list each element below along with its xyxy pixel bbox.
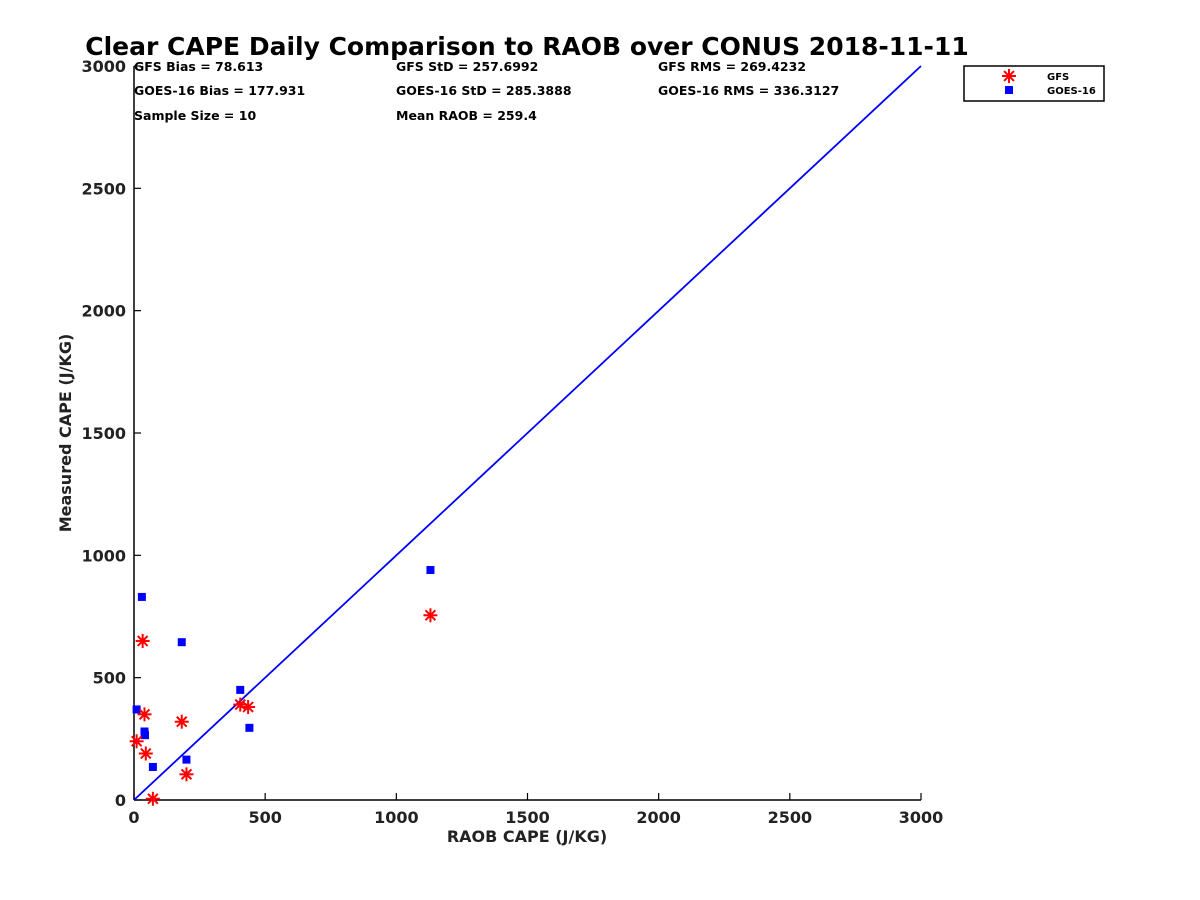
stat-text: GOES-16 StD = 285.3888: [396, 83, 572, 98]
one-to-one-reference-line: [133, 65, 922, 801]
gfs-data-point: [137, 707, 152, 722]
stat-text: GFS StD = 257.6992: [396, 59, 538, 74]
x-tick-label: 0: [128, 808, 139, 827]
y-axis-label: Measured CAPE (J/KG): [56, 334, 75, 533]
tick-labels: 0 500 1000 1500 2000 2500 3000 0 500 1000 1500 2000…: [81, 57, 943, 827]
x-tick-label: 500: [248, 808, 281, 827]
stat-text: GOES-16 Bias = 177.931: [134, 83, 305, 98]
goes16-data-point: [132, 705, 141, 714]
stat-text: GOES-16 RMS = 336.3127: [658, 83, 839, 98]
y-tick-label: 3000: [81, 57, 126, 76]
x-tick-label: 1000: [374, 808, 419, 827]
stat-text: GFS RMS = 269.4232: [658, 59, 806, 74]
gfs-data-point: [179, 767, 194, 782]
goes16-data-point: [177, 638, 186, 647]
goes16-data-point: [236, 685, 245, 694]
legend-box: [963, 65, 1105, 102]
gfs-data-point: [174, 714, 189, 729]
legend-goes16-marker: [1005, 86, 1013, 94]
x-tick-label: 3000: [899, 808, 944, 827]
y-tick-label: 1500: [81, 424, 126, 443]
statistics-block: GFS Bias = 78.613 GFS StD = 257.6992 GFS R…: [134, 59, 839, 123]
reference-line-layer: [133, 65, 922, 801]
stat-text: Mean RAOB = 259.4: [396, 108, 537, 123]
legend-label: GOES-16: [1047, 86, 1096, 97]
legend-gfs-marker: [1002, 69, 1016, 83]
gfs-data-point: [129, 734, 144, 749]
goes16-data-point: [245, 723, 254, 732]
data-points: [129, 566, 438, 806]
gfs-data-point: [423, 608, 438, 623]
x-axis-label: RAOB CAPE (J/KG): [447, 827, 607, 846]
y-tick-label: 2500: [81, 179, 126, 198]
goes16-data-point: [426, 566, 435, 575]
legend-label: GFS: [1047, 72, 1069, 83]
y-tick-label: 1000: [81, 546, 126, 565]
gfs-data-point: [241, 700, 256, 715]
y-tick-label: 500: [93, 669, 126, 688]
legend: GFS GOES-16: [963, 65, 1105, 102]
gfs-data-point: [135, 633, 150, 648]
stat-text: GFS Bias = 78.613: [134, 59, 263, 74]
gfs-data-point: [145, 791, 160, 806]
y-tick-label: 2000: [81, 302, 126, 321]
gfs-data-point: [138, 746, 153, 761]
x-tick-label: 2500: [768, 808, 813, 827]
chart-title: Clear CAPE Daily Comparison to RAOB over…: [85, 32, 968, 61]
goes16-data-point: [137, 592, 146, 601]
goes16-data-point: [182, 755, 191, 764]
x-tick-label: 2000: [636, 808, 681, 827]
goes16-data-point: [141, 731, 150, 740]
x-tick-label: 1500: [505, 808, 550, 827]
y-tick-label: 0: [115, 791, 126, 810]
goes16-data-point: [148, 762, 157, 771]
stat-text: Sample Size = 10: [134, 108, 256, 123]
